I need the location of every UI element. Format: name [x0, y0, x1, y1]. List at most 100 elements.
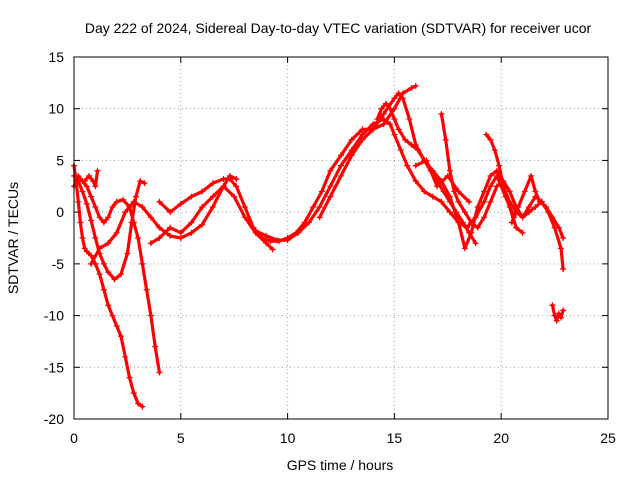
data-point: [406, 116, 413, 123]
series-line-arc-6: [149, 184, 275, 251]
data-point: [263, 232, 270, 239]
data-point: [515, 203, 522, 210]
data-point: [231, 193, 238, 200]
data-point: [446, 198, 453, 205]
y-tick-label: -5: [52, 256, 65, 272]
data-point: [466, 229, 473, 236]
data-point: [338, 172, 344, 179]
data-point: [560, 266, 567, 273]
data-point: [461, 245, 468, 252]
data-point: [141, 180, 148, 187]
y-tick-label: -15: [44, 359, 64, 375]
data-point: [156, 369, 163, 376]
data-point: [560, 307, 567, 314]
data-point: [391, 95, 398, 102]
data-point: [429, 193, 436, 200]
data-point: [543, 203, 550, 210]
data-point: [139, 403, 146, 410]
data-point: [348, 136, 355, 143]
data-point: [370, 126, 377, 133]
data-point: [404, 162, 411, 169]
data-point: [305, 219, 312, 226]
data-point: [438, 198, 445, 205]
data-point: [147, 312, 154, 319]
data-point: [105, 269, 112, 276]
data-point: [77, 219, 84, 226]
data-point: [474, 203, 481, 210]
series-line-arc-9: [318, 91, 525, 250]
data-point: [79, 235, 86, 241]
data-point: [549, 302, 556, 309]
data-point: [549, 214, 556, 221]
data-point: [519, 229, 526, 236]
data-point: [423, 157, 430, 164]
data-point: [124, 250, 131, 257]
data-point: [273, 237, 280, 244]
data-point: [402, 136, 409, 143]
data-point: [412, 162, 419, 169]
data-point: [111, 276, 118, 283]
data-point: [147, 214, 154, 221]
x-tick-label: 25: [600, 430, 616, 446]
data-point: [453, 209, 460, 216]
data-point: [152, 343, 159, 350]
data-point: [560, 235, 567, 241]
data-point: [241, 214, 248, 221]
data-point: [506, 188, 513, 195]
data-point: [135, 235, 142, 241]
data-point: [167, 209, 174, 216]
data-point: [88, 260, 95, 267]
data-point: [250, 224, 257, 231]
x-axis-title: GPS time / hours: [287, 457, 394, 473]
data-point: [397, 147, 404, 154]
data-point: [96, 245, 103, 252]
data-point: [135, 400, 142, 407]
series-line-arc-1: [72, 174, 147, 281]
data-point: [177, 235, 184, 241]
data-point: [75, 198, 82, 205]
data-point: [399, 95, 406, 102]
data-point: [88, 217, 95, 224]
data-point: [327, 167, 334, 174]
data-point: [493, 183, 500, 190]
data-point: [209, 180, 216, 187]
series-line-arc-3: [72, 174, 161, 375]
data-point: [316, 214, 323, 221]
data-point: [94, 167, 101, 174]
data-point: [412, 82, 419, 89]
x-tick-label: 0: [70, 430, 78, 446]
data-point: [92, 235, 99, 241]
data-point: [284, 237, 291, 244]
data-point: [233, 176, 240, 183]
data-point: [528, 172, 535, 179]
data-point: [451, 188, 458, 195]
data-point: [88, 252, 95, 259]
data-point: [487, 172, 494, 179]
data-point: [391, 131, 398, 138]
data-point: [105, 302, 112, 309]
data-point: [81, 178, 88, 185]
y-tick-label: 15: [48, 49, 64, 65]
data-point: [143, 286, 150, 293]
data-point: [380, 121, 387, 128]
x-tick-label: 10: [280, 430, 296, 446]
data-point: [421, 188, 428, 195]
data-point: [199, 203, 206, 210]
data-point: [374, 116, 381, 123]
data-point: [359, 131, 366, 138]
data-point: [258, 235, 265, 241]
chart-title: Day 222 of 2024, Sidereal Day-to-day VTE…: [85, 20, 592, 36]
data-point: [188, 219, 195, 226]
data-point: [109, 312, 116, 319]
data-point: [177, 229, 184, 236]
data-point: [338, 152, 344, 159]
data-point: [85, 172, 92, 179]
data-point: [382, 100, 389, 107]
data-point: [491, 147, 498, 154]
data-point: [92, 183, 99, 190]
plot-frame: [73, 56, 609, 420]
data-point: [487, 136, 494, 143]
data-point: [508, 219, 515, 226]
